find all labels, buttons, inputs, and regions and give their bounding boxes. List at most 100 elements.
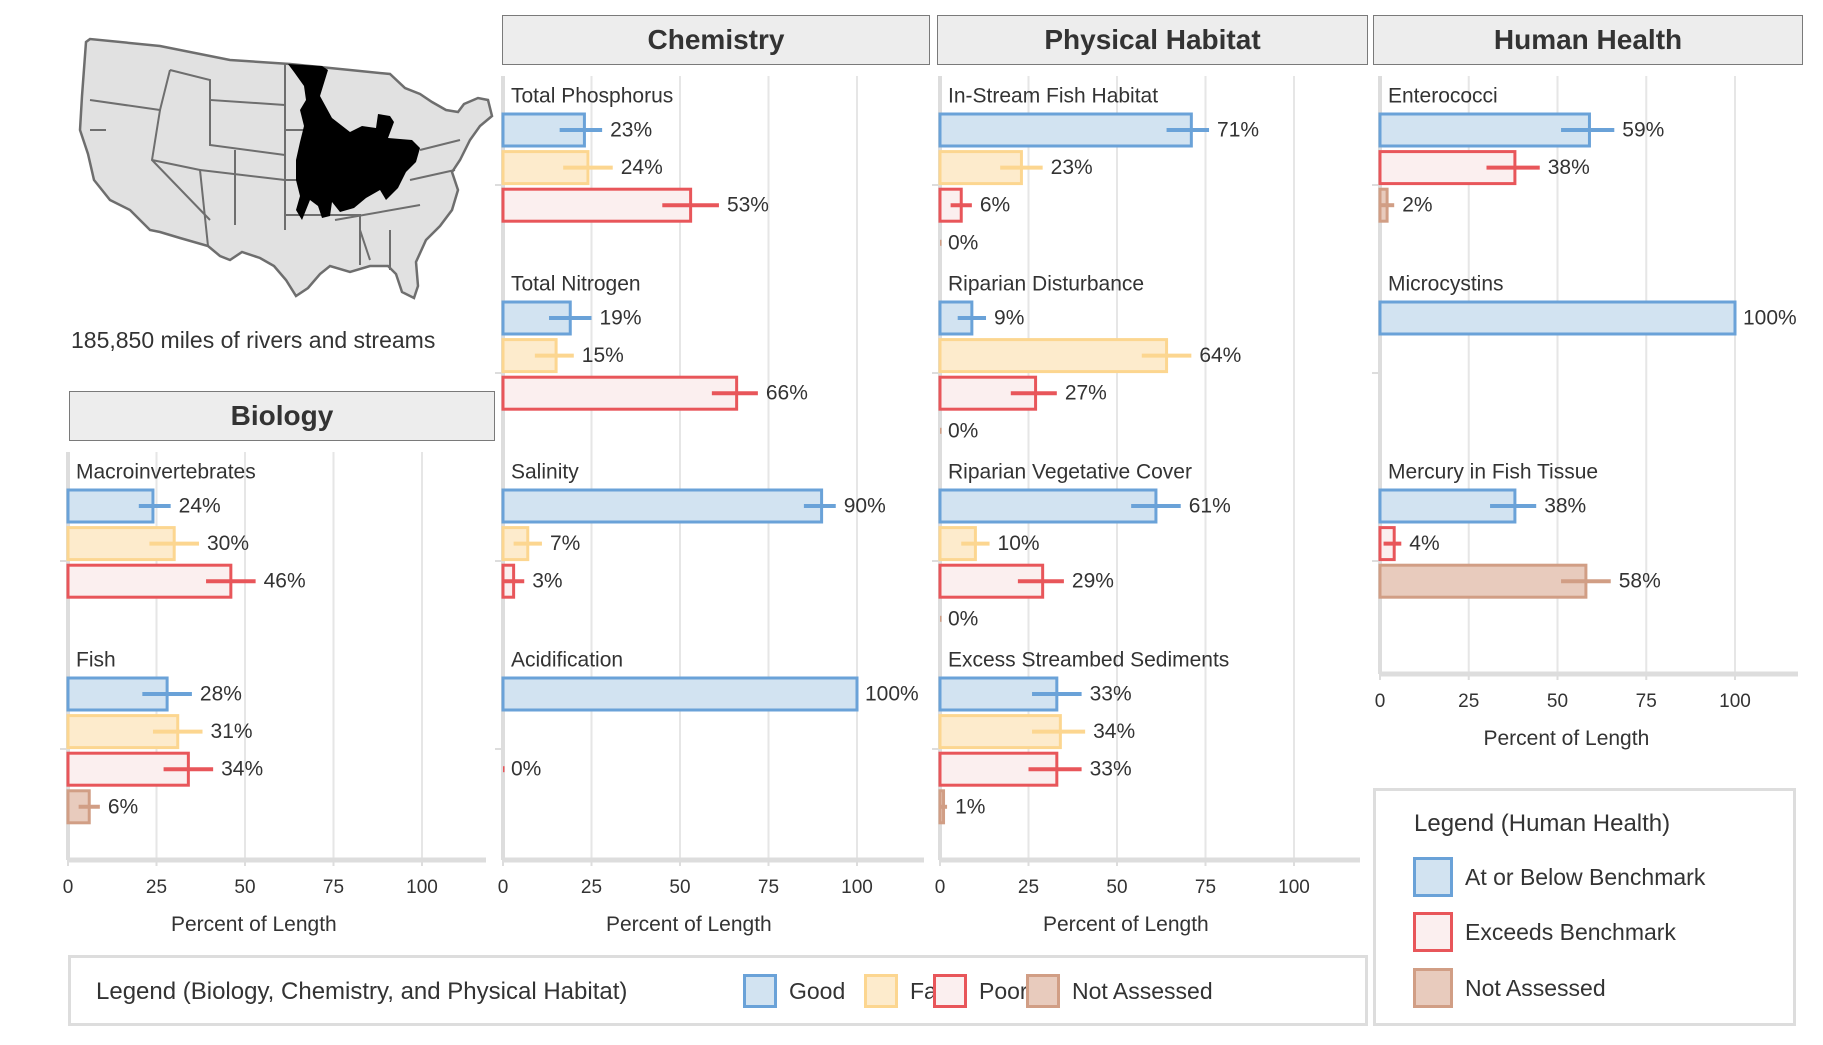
indicator-label-in-stream-fish-habitat: In-Stream Fish Habitat	[948, 85, 1158, 108]
tick-label-human-health-75: 75	[1636, 691, 1657, 712]
tick-label-physical-habitat-75: 75	[1195, 877, 1216, 898]
bar-in-stream-fish-habitat-not_assessed	[940, 239, 942, 246]
legend-swatch-poor	[933, 974, 967, 1008]
tick-label-chemistry-50: 50	[669, 877, 690, 898]
x-axis-label-physical-habitat: Percent of Length	[1043, 913, 1209, 936]
legend-item-poor: Poor	[933, 974, 1028, 1008]
indicator-label-fish: Fish	[76, 649, 116, 672]
highlighted-basin	[288, 64, 420, 220]
data-label-total-nitrogen-fair: 15%	[582, 344, 624, 367]
data-label-enterococci-poor: 38%	[1548, 156, 1590, 179]
data-label-excess-streambed-sediments-fair: 34%	[1093, 720, 1135, 743]
data-label-mercury-in-fish-tissue-poor: 4%	[1409, 532, 1439, 555]
data-label-excess-streambed-sediments-good: 33%	[1090, 683, 1132, 706]
legend-human-health: Legend (Human Health) At or Below Benchm…	[1373, 788, 1796, 1026]
data-label-riparian-vegetative-cover-fair: 10%	[998, 532, 1040, 555]
indicator-label-riparian-vegetative-cover: Riparian Vegetative Cover	[948, 461, 1192, 484]
legend-swatch-not-assessed	[1026, 974, 1060, 1008]
data-label-excess-streambed-sediments-not_assessed: 1%	[955, 795, 985, 818]
indicator-label-microcystins: Microcystins	[1388, 273, 1504, 296]
data-label-excess-streambed-sediments-poor: 33%	[1090, 758, 1132, 781]
data-label-riparian-vegetative-cover-good: 61%	[1189, 495, 1231, 518]
data-label-macroinvertebrates-good: 24%	[179, 495, 221, 518]
legend-swatch-good	[743, 974, 777, 1008]
data-label-fish-good: 28%	[200, 683, 242, 706]
legend-hh-swatch-below	[1413, 857, 1453, 897]
data-label-riparian-disturbance-poor: 27%	[1065, 382, 1107, 405]
x-axis-label-chemistry: Percent of Length	[606, 913, 772, 936]
bar-mercury-in-fish-tissue-not_assessed	[1378, 563, 1588, 599]
tick-label-human-health-0: 0	[1375, 691, 1386, 712]
tick-label-physical-habitat-0: 0	[935, 877, 946, 898]
legend-hh-swatch-exceeds	[1413, 912, 1453, 952]
legend-label-good: Good	[789, 977, 846, 1004]
data-label-enterococci-not_assessed: 2%	[1402, 194, 1432, 217]
tick-label-chemistry-0: 0	[498, 877, 509, 898]
map-subtitle: 185,850 miles of rivers and streams	[71, 327, 436, 353]
panel-header-human-health: Human Health	[1373, 15, 1803, 65]
panel-header-biology: Biology	[69, 391, 495, 441]
bar-riparian-disturbance-not_assessed	[940, 427, 942, 434]
legend-hh-item-not-assessed: Not Assessed	[1413, 968, 1606, 1008]
bar-acidification-poor	[503, 766, 505, 773]
us-map-svg	[78, 37, 494, 300]
tick-label-biology-0: 0	[63, 877, 74, 898]
data-label-mercury-in-fish-tissue-not_assessed: 58%	[1619, 570, 1661, 593]
legend-label-poor: Poor	[979, 977, 1028, 1004]
tick-label-physical-habitat-100: 100	[1278, 877, 1310, 898]
legend-hh-label-below: At or Below Benchmark	[1465, 863, 1706, 890]
panel-title-chemistry: Chemistry	[647, 24, 785, 55]
data-label-riparian-vegetative-cover-poor: 29%	[1072, 570, 1114, 593]
legend-hh-item-below: At or Below Benchmark	[1413, 857, 1705, 897]
data-label-salinity-poor: 3%	[532, 570, 562, 593]
data-label-macroinvertebrates-fair: 30%	[207, 532, 249, 555]
us-map	[60, 30, 500, 310]
data-label-acidification-poor: 0%	[511, 758, 541, 781]
data-label-fish-fair: 31%	[211, 720, 253, 743]
data-label-total-nitrogen-poor: 66%	[766, 382, 808, 405]
indicator-label-total-phosphorus: Total Phosphorus	[511, 85, 673, 108]
data-label-total-phosphorus-good: 23%	[610, 119, 652, 142]
tick-label-human-health-50: 50	[1547, 691, 1568, 712]
indicator-label-macroinvertebrates: Macroinvertebrates	[76, 461, 256, 484]
indicator-label-enterococci: Enterococci	[1388, 85, 1498, 108]
data-label-riparian-disturbance-fair: 64%	[1199, 344, 1241, 367]
data-label-total-nitrogen-good: 19%	[600, 307, 642, 330]
data-label-riparian-disturbance-not_assessed: 0%	[948, 419, 978, 442]
legend-item-good: Good	[743, 974, 845, 1008]
tick-label-biology-50: 50	[234, 877, 255, 898]
indicator-label-riparian-disturbance: Riparian Disturbance	[948, 273, 1144, 296]
data-label-in-stream-fish-habitat-not_assessed: 0%	[948, 231, 978, 254]
data-label-in-stream-fish-habitat-fair: 23%	[1051, 156, 1093, 179]
bar-microcystins-good	[1378, 300, 1737, 336]
tick-label-biology-100: 100	[406, 877, 438, 898]
bar-riparian-vegetative-cover-not_assessed	[940, 615, 942, 622]
panel-header-physical-habitat: Physical Habitat	[937, 15, 1368, 65]
indicator-label-mercury-in-fish-tissue: Mercury in Fish Tissue	[1388, 461, 1598, 484]
tick-label-physical-habitat-50: 50	[1106, 877, 1127, 898]
data-label-fish-not_assessed: 6%	[108, 795, 138, 818]
legend-label-not-assessed: Not Assessed	[1072, 977, 1213, 1004]
tick-label-human-health-100: 100	[1719, 691, 1751, 712]
data-label-enterococci-good: 59%	[1622, 119, 1664, 142]
bar-riparian-disturbance-fair	[938, 338, 1169, 374]
legend-hh-label-not-assessed: Not Assessed	[1465, 974, 1606, 1001]
legend-item-not-assessed: Not Assessed	[1026, 974, 1213, 1008]
bar-in-stream-fish-habitat-good	[938, 112, 1193, 148]
panel-title-biology: Biology	[230, 400, 334, 431]
bar-salinity-good	[501, 488, 824, 524]
tick-label-human-health-25: 25	[1458, 691, 1479, 712]
legend-hh-swatch-not-assessed	[1413, 968, 1453, 1008]
data-label-fish-poor: 34%	[221, 758, 263, 781]
bar-total-phosphorus-poor	[501, 187, 693, 223]
legend-hh-item-exceeds: Exceeds Benchmark	[1413, 912, 1676, 952]
legend-hh-label-exceeds: Exceeds Benchmark	[1465, 918, 1676, 945]
x-axis-label-human-health: Percent of Length	[1483, 727, 1649, 750]
indicator-label-acidification: Acidification	[511, 649, 623, 672]
data-label-mercury-in-fish-tissue-good: 38%	[1544, 495, 1586, 518]
data-label-salinity-good: 90%	[844, 495, 886, 518]
x-axis-label-biology: Percent of Length	[171, 913, 337, 936]
tick-label-chemistry-100: 100	[841, 877, 873, 898]
legend-main: Legend (Biology, Chemistry, and Physical…	[68, 955, 1368, 1026]
